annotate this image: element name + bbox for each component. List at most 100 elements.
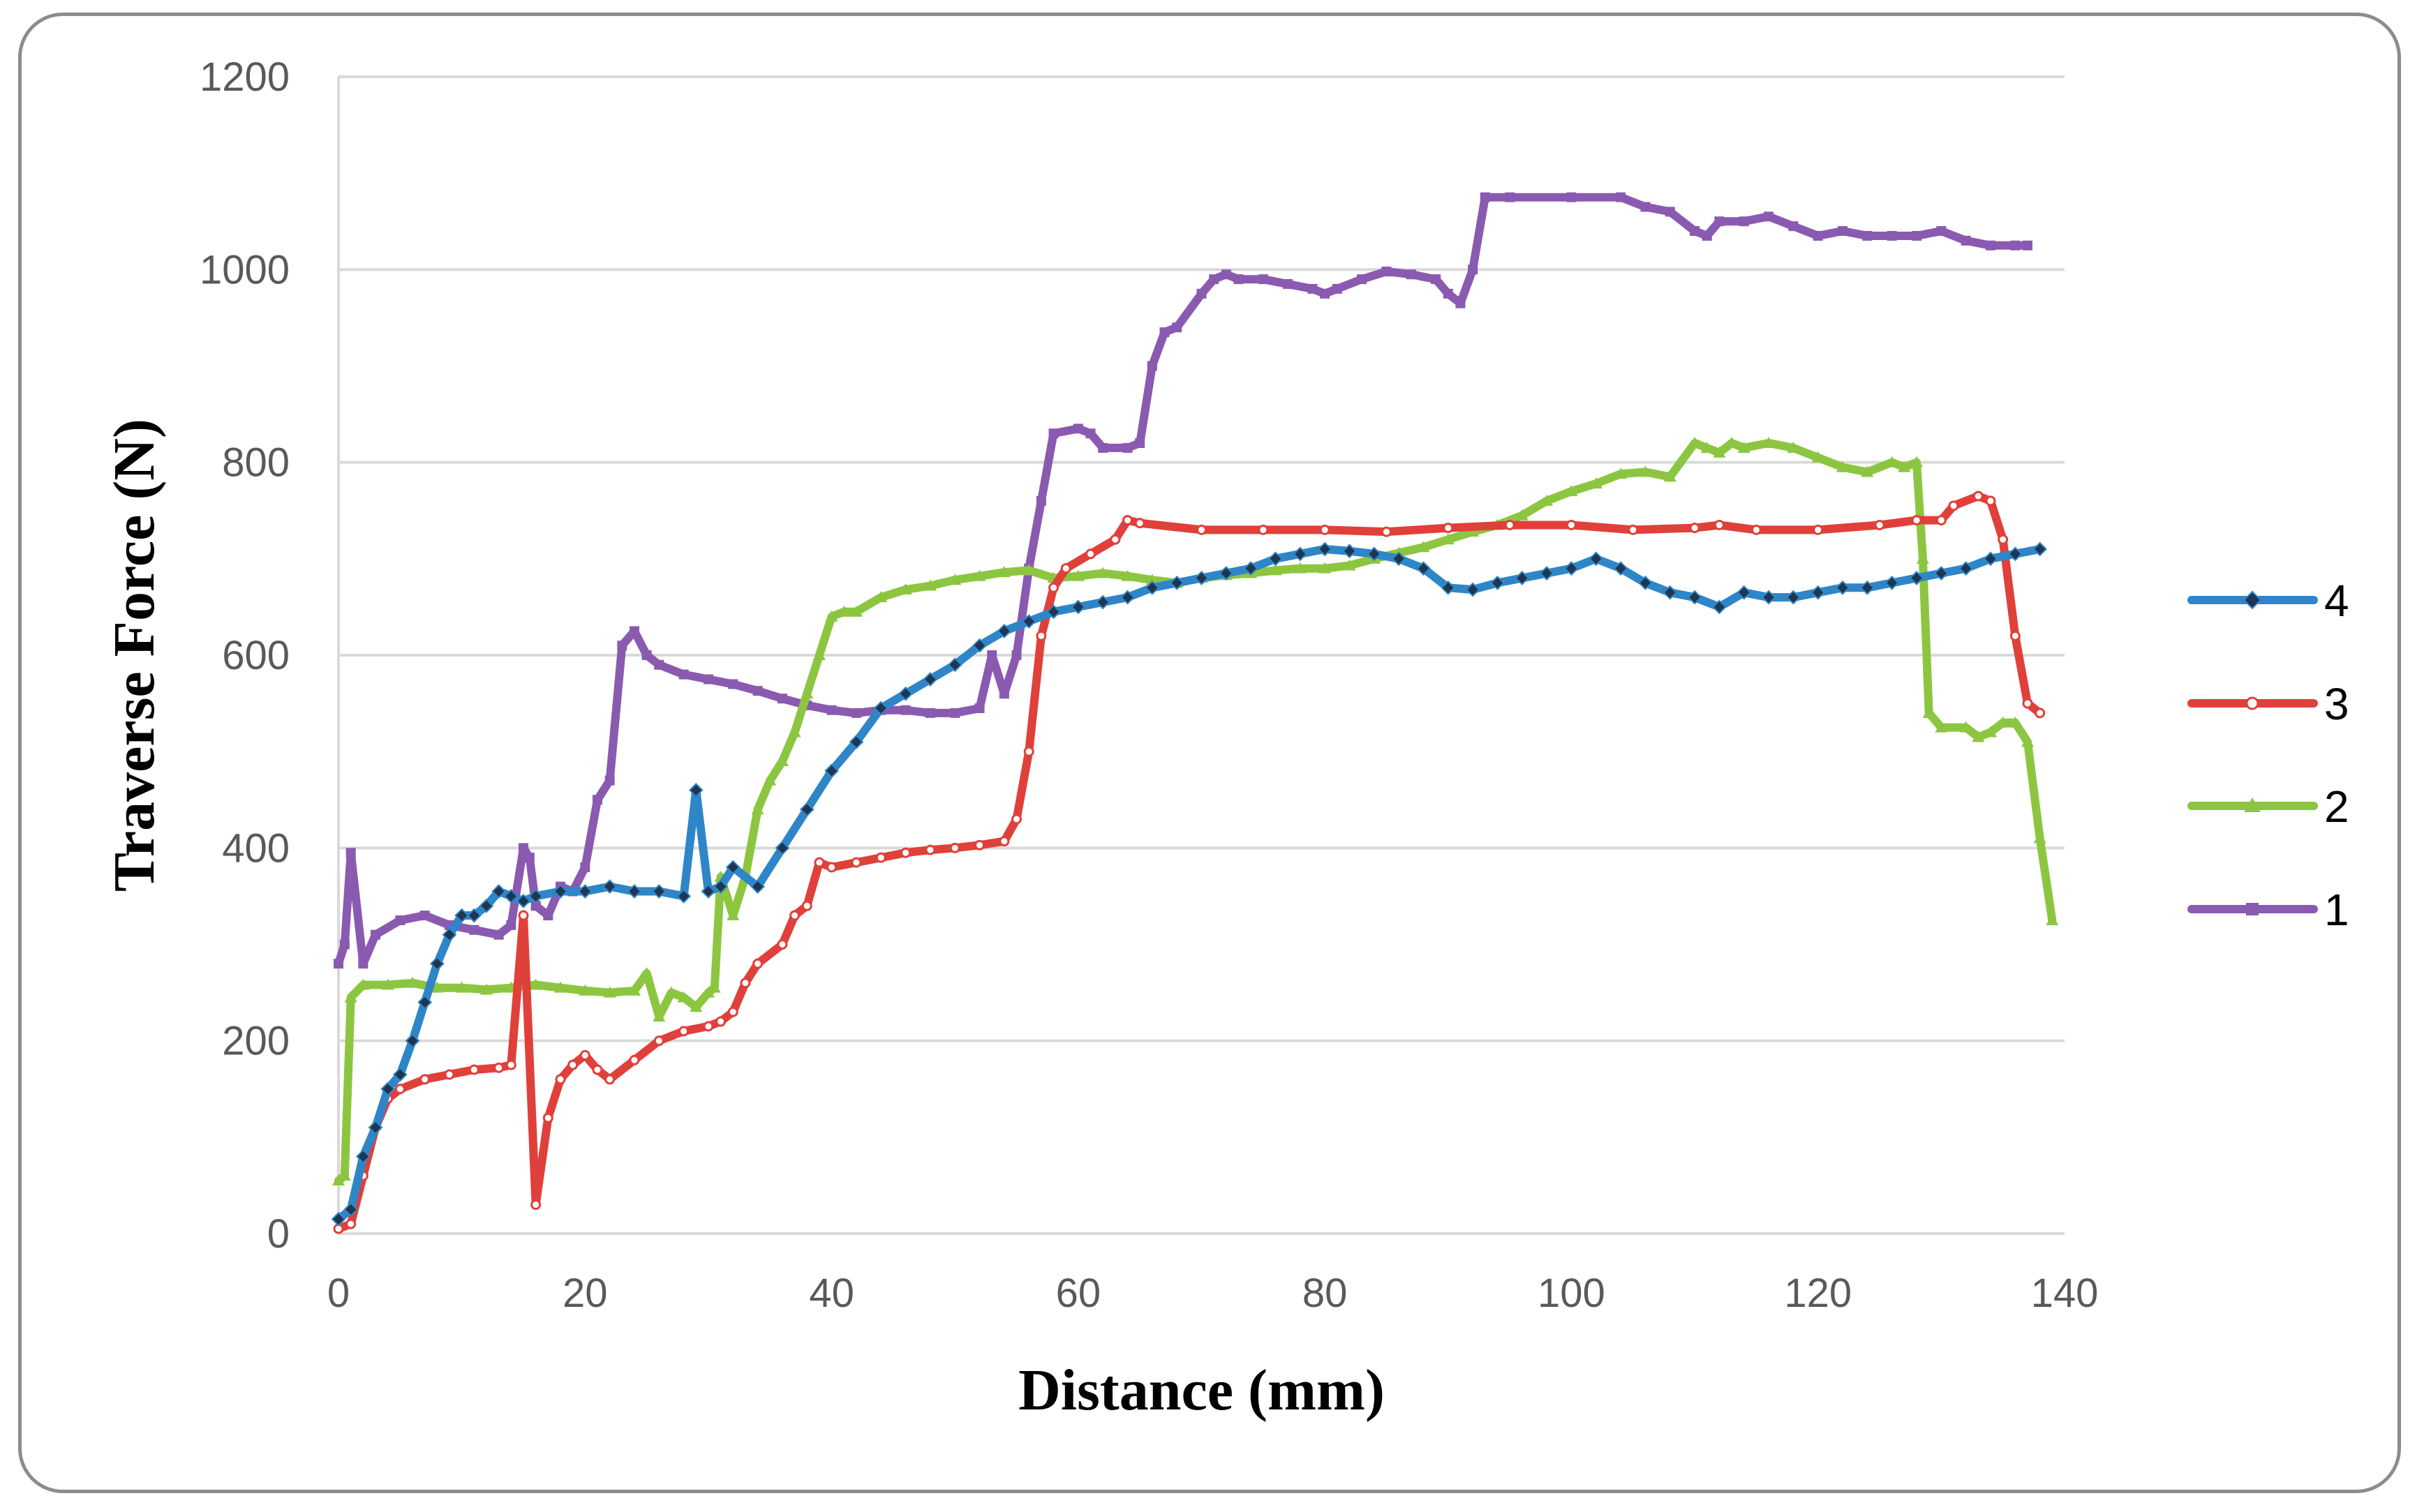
data-point <box>1096 567 1110 578</box>
data-point <box>1073 424 1083 434</box>
data-point <box>1984 726 1998 738</box>
data-point <box>469 925 479 935</box>
data-point <box>801 900 812 911</box>
x-tick-label: 40 <box>809 1271 854 1316</box>
data-point <box>627 984 641 996</box>
data-point <box>1357 274 1367 285</box>
data-point <box>678 669 689 680</box>
data-point <box>2010 240 2021 250</box>
legend-label: 1 <box>2324 885 2349 935</box>
data-point <box>777 694 787 704</box>
data-point <box>1147 361 1157 371</box>
data-point <box>1391 551 1406 567</box>
data-point <box>1120 590 1135 605</box>
y-tick-label: 400 <box>222 825 290 871</box>
data-point <box>419 911 430 921</box>
data-point <box>789 910 801 921</box>
data-point <box>949 574 962 585</box>
data-point <box>1810 585 1826 600</box>
tick-labels: 0 200 400 600 800 1000 1200 0 20 40 60 80 100 120 140 <box>200 54 2098 1316</box>
data-point <box>1258 524 1269 535</box>
data-point <box>1196 288 1207 299</box>
data-point <box>987 650 997 660</box>
data-point <box>1972 731 1985 742</box>
data-point <box>1614 467 1628 479</box>
data-point <box>1613 561 1628 576</box>
data-point <box>1085 548 1096 560</box>
data-point <box>429 956 445 971</box>
legend-marker <box>2245 696 2259 710</box>
data-point <box>345 848 356 858</box>
data-point <box>1221 269 1231 280</box>
data-point <box>555 1074 566 1085</box>
data-point <box>838 605 851 617</box>
data-point <box>1332 283 1342 294</box>
data-point <box>923 672 938 687</box>
data-point <box>358 959 369 969</box>
data-point <box>849 734 864 749</box>
data-point <box>1122 515 1133 526</box>
data-point <box>873 701 888 716</box>
data-point <box>406 976 419 988</box>
data-point <box>1935 721 1948 733</box>
data-point <box>579 1049 590 1061</box>
data-point <box>851 857 862 868</box>
data-point <box>1737 585 1752 600</box>
data-point <box>775 840 790 855</box>
data-point <box>1293 562 1307 574</box>
data-point <box>1616 192 1626 202</box>
data-point <box>713 879 729 895</box>
data-point <box>629 1054 640 1065</box>
data-point <box>1122 442 1133 453</box>
data-point <box>1233 274 1244 285</box>
data-point <box>1688 437 1702 449</box>
data-point <box>1861 465 1874 477</box>
data-point <box>392 1067 408 1082</box>
data-point <box>567 1059 579 1070</box>
data-point <box>2009 716 2022 728</box>
data-point <box>442 927 457 943</box>
data-point <box>999 689 1009 699</box>
data-point <box>1665 207 1675 217</box>
data-point <box>708 981 721 993</box>
data-point <box>751 803 764 815</box>
data-point <box>395 915 406 925</box>
data-point <box>1317 541 1332 557</box>
y-tick-label: 1200 <box>200 54 290 100</box>
data-point <box>553 884 568 899</box>
data-point <box>1135 438 1145 449</box>
data-point <box>431 981 444 993</box>
data-point <box>592 1064 603 1075</box>
data-point <box>1912 230 1922 241</box>
legend-marker <box>2244 798 2261 812</box>
data-point <box>1539 566 1554 581</box>
data-point <box>1098 442 1108 453</box>
data-point <box>1046 604 1061 620</box>
data-point <box>727 1006 738 1017</box>
data-point <box>851 708 861 718</box>
data-point <box>419 1074 431 1085</box>
data-point <box>725 860 741 875</box>
data-point <box>577 884 593 899</box>
data-point <box>1490 575 1505 590</box>
data-point <box>1959 721 1972 733</box>
data-point <box>2021 735 2035 747</box>
data-point <box>1985 495 1996 507</box>
data-point <box>824 763 839 779</box>
data-point <box>826 862 838 873</box>
data-point <box>1702 230 1712 241</box>
data-point <box>338 1169 351 1181</box>
data-point <box>999 836 1010 847</box>
data-point <box>972 638 987 653</box>
data-point <box>898 686 913 701</box>
data-point <box>1293 546 1308 562</box>
data-point <box>1916 552 1929 564</box>
data-point <box>1145 574 1159 585</box>
data-point <box>1922 706 1935 718</box>
data-point <box>1121 569 1134 581</box>
data-point <box>1095 594 1110 610</box>
data-point <box>1441 580 1456 595</box>
data-point <box>1145 580 1160 595</box>
data-point <box>997 566 1011 578</box>
